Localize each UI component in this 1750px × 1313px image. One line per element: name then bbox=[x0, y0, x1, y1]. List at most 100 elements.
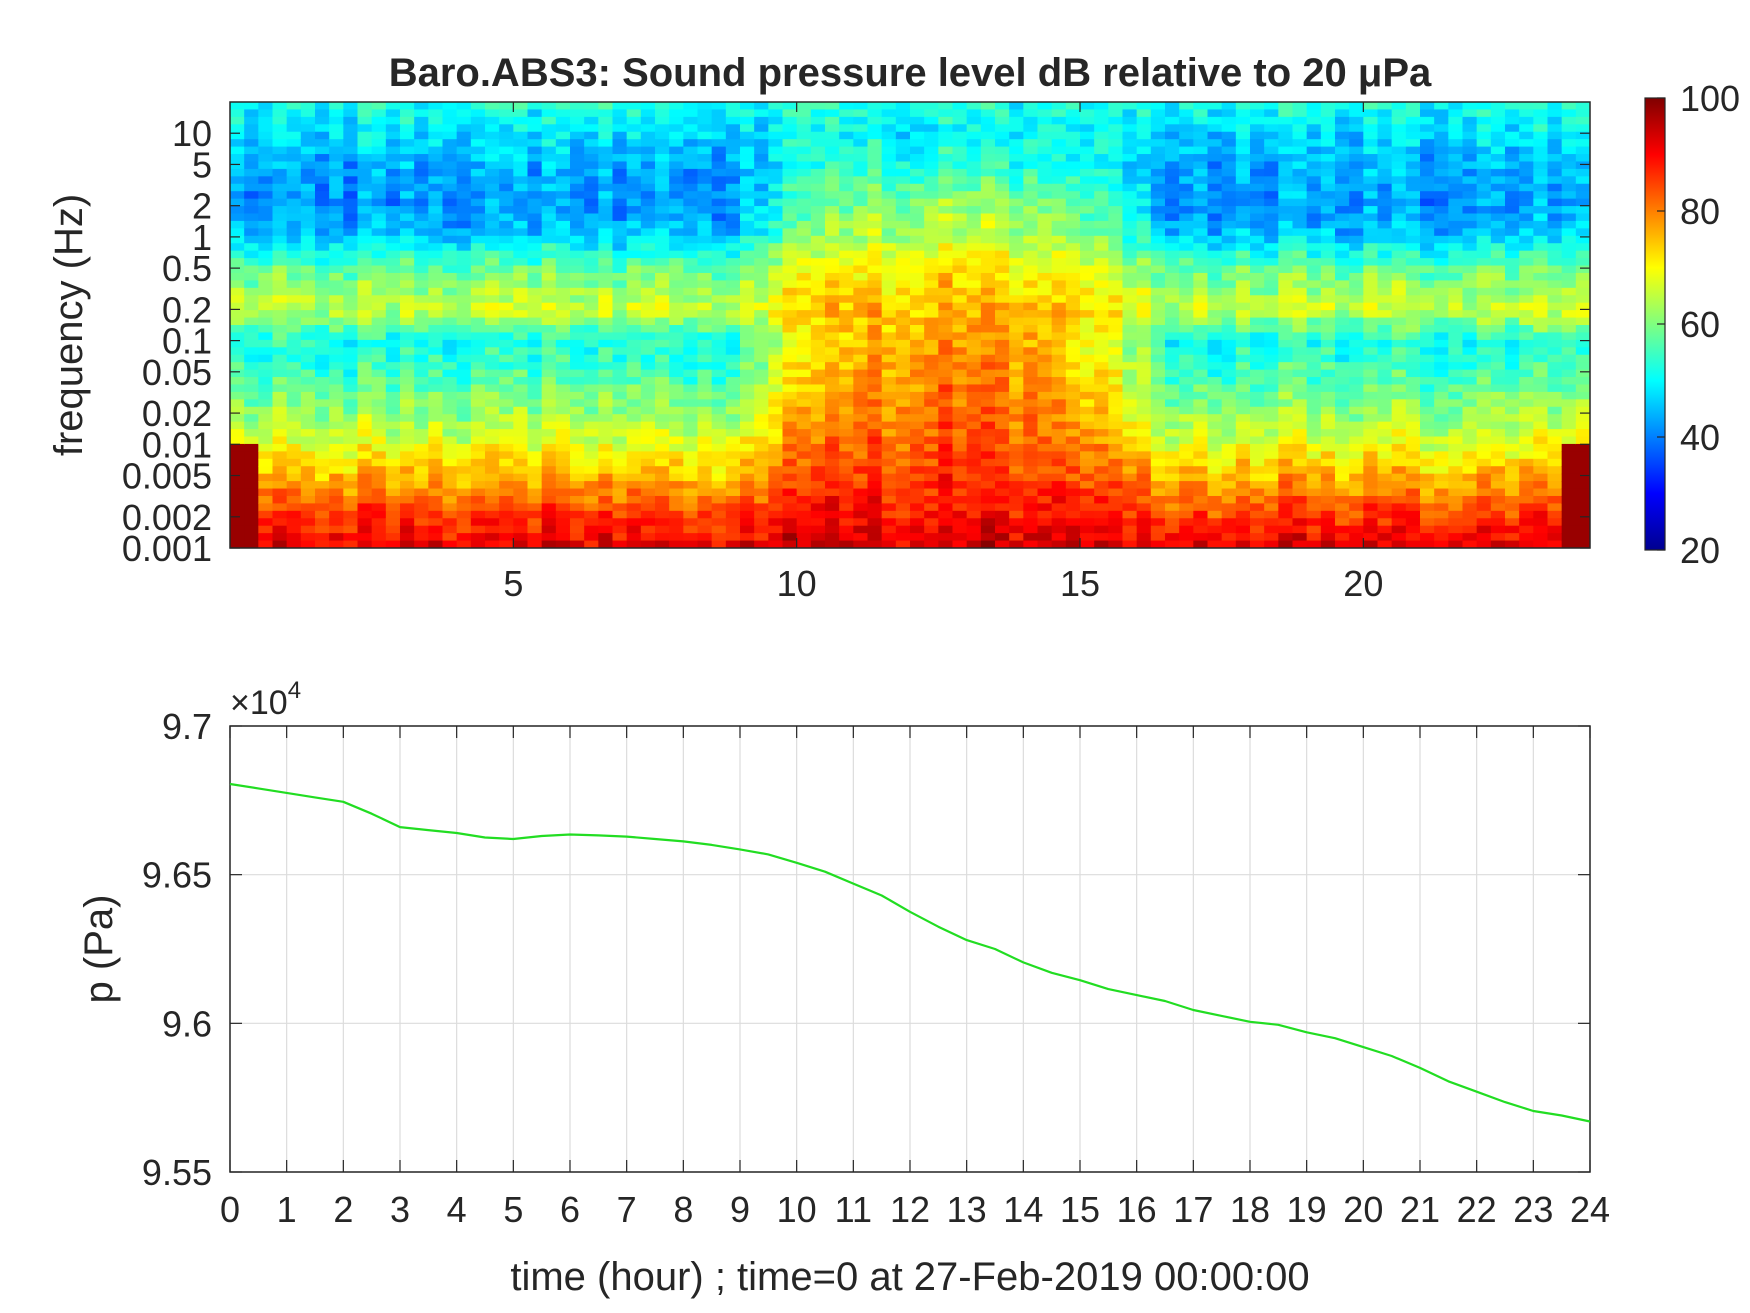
heatmap-cell bbox=[456, 213, 472, 222]
heatmap-cell bbox=[258, 258, 274, 267]
heatmap-cell bbox=[867, 295, 883, 304]
heatmap-cell bbox=[513, 473, 529, 482]
heatmap-cell bbox=[1363, 339, 1379, 348]
heatmap-cell bbox=[938, 258, 954, 267]
heatmap-cell bbox=[1051, 495, 1067, 504]
heatmap-cell bbox=[442, 466, 458, 475]
heatmap-cell bbox=[881, 213, 897, 222]
heatmap-cell bbox=[740, 525, 755, 534]
heatmap-cell bbox=[782, 168, 798, 177]
heatmap-cell bbox=[740, 131, 755, 140]
heatmap-cell bbox=[669, 473, 684, 482]
heatmap-cell bbox=[796, 102, 812, 111]
heatmap-cell bbox=[725, 317, 741, 326]
heatmap-cell bbox=[456, 540, 472, 548]
heatmap-cell bbox=[853, 154, 869, 163]
heatmap-cell bbox=[527, 362, 543, 371]
heatmap-cell bbox=[1278, 302, 1294, 311]
heatmap-cell bbox=[1193, 540, 1209, 548]
heatmap-cell bbox=[966, 384, 982, 393]
heatmap-cell bbox=[683, 525, 699, 534]
heatmap-cell bbox=[1363, 347, 1379, 356]
heatmap-cell bbox=[371, 421, 387, 430]
heatmap-cell bbox=[1023, 139, 1039, 148]
heatmap-cell bbox=[853, 443, 869, 452]
heatmap-cell bbox=[1150, 250, 1166, 259]
heatmap-cell bbox=[428, 176, 444, 185]
heatmap-cell bbox=[1391, 295, 1407, 304]
heatmap-cell bbox=[754, 317, 769, 326]
heatmap-cell bbox=[357, 518, 373, 527]
heatmap-cell bbox=[938, 429, 954, 438]
heatmap-cell bbox=[910, 436, 925, 445]
heatmap-cell bbox=[1037, 510, 1053, 519]
heatmap-cell bbox=[456, 503, 472, 512]
heatmap-cell bbox=[1335, 154, 1350, 163]
heatmap-cell bbox=[924, 362, 939, 371]
heatmap-cell bbox=[1221, 458, 1237, 467]
heatmap-cell bbox=[1108, 295, 1124, 304]
heatmap-cell bbox=[1363, 191, 1379, 200]
heatmap-cell bbox=[1320, 354, 1336, 363]
heatmap-cell bbox=[853, 317, 869, 326]
heatmap-cell bbox=[414, 168, 429, 177]
heatmap-cell bbox=[810, 377, 826, 386]
heatmap-cell bbox=[357, 154, 373, 163]
heatmap-cell bbox=[357, 481, 373, 490]
heatmap-cell bbox=[244, 168, 259, 177]
heatmap-cell bbox=[470, 518, 486, 527]
heatmap-cell bbox=[1080, 458, 1095, 467]
heatmap-cell bbox=[1235, 347, 1251, 356]
heatmap-cell bbox=[754, 198, 769, 207]
heatmap-cell bbox=[570, 362, 585, 371]
heatmap-cell bbox=[1391, 302, 1407, 311]
heatmap-cell bbox=[343, 220, 359, 229]
heatmap-cell bbox=[1363, 473, 1379, 482]
heatmap-cell bbox=[499, 488, 514, 497]
heatmap-cell bbox=[584, 429, 599, 438]
heatmap-cell bbox=[315, 325, 330, 334]
heatmap-cell bbox=[343, 265, 359, 274]
heatmap-cell bbox=[1391, 347, 1407, 356]
heatmap-cell bbox=[598, 168, 614, 177]
heatmap-cell bbox=[711, 399, 727, 408]
heatmap-cell bbox=[881, 339, 897, 348]
heatmap-cell bbox=[1136, 481, 1152, 490]
heatmap-cell bbox=[1335, 510, 1350, 519]
heatmap-cell bbox=[810, 421, 826, 430]
heatmap-cell bbox=[300, 198, 316, 207]
heatmap-cell bbox=[1165, 347, 1180, 356]
heatmap-cell bbox=[881, 481, 897, 490]
heatmap-cell bbox=[867, 488, 883, 497]
heatmap-cell bbox=[1165, 339, 1180, 348]
heatmap-cell bbox=[1278, 198, 1294, 207]
heatmap-cell bbox=[400, 458, 415, 467]
heatmap-cell bbox=[867, 280, 883, 289]
heatmap-cell bbox=[1363, 369, 1379, 378]
heatmap-cell bbox=[1065, 406, 1081, 415]
heatmap-cell bbox=[1377, 540, 1393, 548]
heatmap-cell bbox=[1080, 310, 1095, 319]
heatmap-cell bbox=[867, 347, 883, 356]
heatmap-cell bbox=[400, 495, 415, 504]
heatmap-cell bbox=[952, 280, 968, 289]
heatmap-cell bbox=[541, 176, 557, 185]
heatmap-cell bbox=[1122, 302, 1138, 311]
heatmap-cell bbox=[924, 347, 939, 356]
heatmap-cell bbox=[1023, 451, 1039, 460]
heatmap-cell bbox=[1363, 384, 1379, 393]
heatmap-cell bbox=[1377, 258, 1393, 267]
heatmap-cell bbox=[995, 213, 1010, 222]
heatmap-cell bbox=[995, 258, 1010, 267]
heatmap-cell bbox=[1264, 131, 1279, 140]
heatmap-cell bbox=[1278, 124, 1294, 133]
heatmap-cell bbox=[555, 302, 571, 311]
heatmap-cell bbox=[754, 250, 769, 259]
heatmap-cell bbox=[1023, 533, 1039, 542]
heatmap-cell bbox=[1150, 540, 1166, 548]
heatmap-cell bbox=[300, 272, 316, 281]
heatmap-cell bbox=[400, 481, 415, 490]
heatmap-cell bbox=[910, 102, 925, 111]
heatmap-cell bbox=[1009, 183, 1024, 192]
heatmap-cell bbox=[300, 235, 316, 244]
